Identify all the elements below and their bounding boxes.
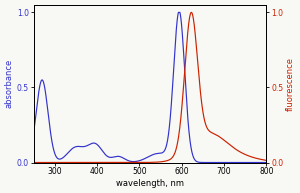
X-axis label: wavelength, nm: wavelength, nm (116, 179, 184, 188)
Y-axis label: fluorescence: fluorescence (286, 57, 295, 111)
Y-axis label: absorbance: absorbance (5, 59, 14, 108)
